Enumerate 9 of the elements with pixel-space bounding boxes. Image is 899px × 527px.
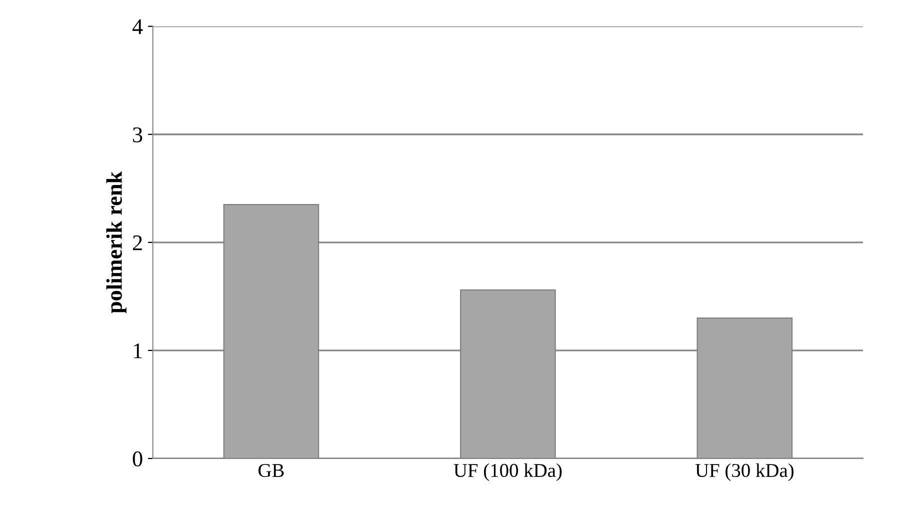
y-axis-title: polimerik renk xyxy=(106,171,126,314)
x-tick-label: GB xyxy=(258,464,284,478)
y-tick-label: 2 xyxy=(132,235,142,250)
x-tick-label: UF (30 kDa) xyxy=(695,463,794,481)
x-tick-label: UF (100 kDa) xyxy=(454,463,562,481)
y-tick-label: 1 xyxy=(134,343,142,358)
y-tick-label: 3 xyxy=(133,127,142,142)
y-tick-label: 4 xyxy=(132,19,143,34)
y-tick-label: 0 xyxy=(132,451,142,466)
